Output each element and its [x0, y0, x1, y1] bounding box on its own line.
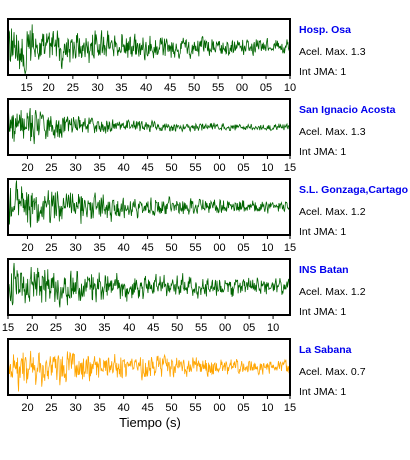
- x-tick-label: 15: [284, 162, 296, 174]
- x-tick-label: 55: [212, 82, 224, 94]
- x-tick-label: 30: [70, 162, 82, 174]
- panel-2: 20 25 30 35 40 45 50 55 00 05 10 15 San Ignacio Acos…: [7, 98, 396, 174]
- panel-frame: [7, 338, 291, 396]
- max-acceleration-label: Acel. Max. 1.2: [299, 286, 366, 298]
- x-tick-label: 50: [171, 322, 183, 334]
- x-tick-label: 20: [42, 82, 54, 94]
- x-tick-label: 55: [189, 402, 201, 414]
- jma-intensity-label: Int JMA: 1: [299, 226, 346, 238]
- x-tick-label: 00: [219, 322, 231, 334]
- x-tick-label: 00: [213, 162, 225, 174]
- x-tick-label: 30: [74, 322, 86, 334]
- panel-1: 15 20 25 30 35 40 45 50 55 00 05 10 Hosp. Osa Acel. M…: [7, 18, 366, 94]
- x-tick-label: 35: [94, 242, 106, 254]
- x-tick-label: 20: [21, 242, 33, 254]
- station-name: S.L. Gonzaga,Cartago: [299, 184, 408, 196]
- x-tick-label: 25: [45, 402, 57, 414]
- panel-frame: [7, 178, 291, 236]
- x-tick-label: 25: [67, 82, 79, 94]
- station-name: La Sabana: [299, 344, 352, 356]
- x-tick-label: 45: [164, 82, 176, 94]
- x-tick-label: 35: [115, 82, 127, 94]
- max-acceleration-label: Acel. Max. 1.3: [299, 126, 366, 138]
- panel-frame: [7, 258, 291, 316]
- station-name: San Ignacio Acosta: [299, 104, 396, 116]
- waveform-trace: [7, 350, 291, 392]
- station-name: Hosp. Osa: [299, 24, 351, 36]
- waveform-trace: [7, 262, 291, 308]
- x-tick-label: 10: [267, 322, 279, 334]
- x-tick-label: 15: [284, 242, 296, 254]
- x-tick-label: 25: [50, 322, 62, 334]
- x-tick-label: 35: [94, 402, 106, 414]
- jma-intensity-label: Int JMA: 1: [299, 146, 346, 158]
- x-tick-label: 35: [98, 322, 110, 334]
- x-tick-label: 45: [141, 242, 153, 254]
- x-tick-label: 20: [26, 322, 38, 334]
- x-tick-label: 00: [213, 242, 225, 254]
- jma-intensity-label: Int JMA: 1: [299, 66, 346, 78]
- waveform-trace: [7, 180, 291, 228]
- x-tick-label: 50: [165, 162, 177, 174]
- x-tick-label: 50: [188, 82, 200, 94]
- jma-intensity-label: Int JMA: 1: [299, 386, 346, 398]
- x-tick-label: 40: [117, 242, 129, 254]
- x-tick-label: 30: [70, 402, 82, 414]
- x-tick-label: 10: [261, 162, 273, 174]
- jma-intensity-label: Int JMA: 1: [299, 306, 346, 318]
- x-tick-label: 10: [261, 402, 273, 414]
- x-tick-label: 35: [94, 162, 106, 174]
- x-tick-label: 05: [237, 242, 249, 254]
- x-tick-label: 15: [20, 82, 32, 94]
- waveform-trace: [7, 108, 291, 145]
- x-tick-label: 05: [237, 402, 249, 414]
- x-tick-label: 30: [92, 82, 104, 94]
- x-tick-label: 55: [189, 162, 201, 174]
- x-axis-title: Tiempo (s): [119, 415, 181, 430]
- x-tick-label: 40: [140, 82, 152, 94]
- panel-3: 20 25 30 35 40 45 50 55 00 05 10 15 S.L. Gonzaga,Car…: [7, 178, 408, 254]
- panel-frame: [7, 18, 291, 76]
- x-tick-label: 00: [213, 402, 225, 414]
- x-tick-label: 40: [123, 322, 135, 334]
- panel-4: 15 20 25 30 35 40 45 50 55 00 05 10 INS Batan Acel. M…: [2, 258, 366, 334]
- max-acceleration-label: Acel. Max. 1.3: [299, 46, 366, 58]
- x-tick-label: 40: [117, 162, 129, 174]
- x-tick-label: 45: [147, 322, 159, 334]
- station-name: INS Batan: [299, 264, 349, 276]
- x-tick-label: 40: [117, 402, 129, 414]
- x-tick-label: 00: [236, 82, 248, 94]
- x-tick-label: 20: [21, 402, 33, 414]
- max-acceleration-label: Acel. Max. 1.2: [299, 206, 366, 218]
- panel-frame: [7, 98, 291, 156]
- x-tick-label: 05: [237, 162, 249, 174]
- x-tick-label: 45: [141, 162, 153, 174]
- x-tick-label: 50: [165, 402, 177, 414]
- x-tick-label: 10: [261, 242, 273, 254]
- x-tick-label: 15: [284, 402, 296, 414]
- max-acceleration-label: Acel. Max. 0.7: [299, 366, 366, 378]
- x-tick-label: 10: [284, 82, 296, 94]
- x-tick-label: 25: [45, 242, 57, 254]
- x-tick-label: 55: [195, 322, 207, 334]
- x-tick-label: 15: [2, 322, 14, 334]
- x-tick-label: 50: [165, 242, 177, 254]
- panel-5: 20 25 30 35 40 45 50 55 00 05 10 15 La Sabana Acel. M…: [7, 338, 366, 414]
- x-tick-label: 25: [45, 162, 57, 174]
- x-tick-label: 55: [189, 242, 201, 254]
- x-tick-label: 30: [70, 242, 82, 254]
- x-tick-label: 05: [260, 82, 272, 94]
- x-tick-label: 45: [141, 402, 153, 414]
- x-tick-label: 20: [21, 162, 33, 174]
- x-tick-label: 05: [243, 322, 255, 334]
- waveform-trace: [7, 24, 291, 75]
